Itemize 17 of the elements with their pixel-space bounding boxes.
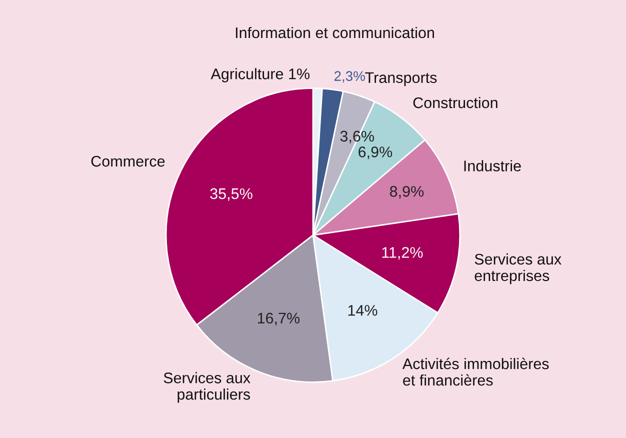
- slice-label: Services aux particuliers: [164, 372, 250, 403]
- slice-label: Commerce: [91, 156, 165, 167]
- data-label: 8,9%: [390, 186, 424, 199]
- slice-label: Industrie: [464, 160, 521, 172]
- data-label: 11,2%: [382, 247, 423, 260]
- slice-label: Activités immobilières et financières: [402, 358, 549, 386]
- slice-label: Agriculture 1%: [210, 68, 310, 82]
- slice-label: Information et communication: [236, 26, 434, 38]
- slice-label: Services aux entreprises: [474, 253, 562, 284]
- data-label: 35,5%: [210, 188, 252, 201]
- data-label: 3,6%: [340, 130, 374, 144]
- slice-label: Construction: [413, 96, 498, 108]
- data-label: 6,9%: [358, 146, 392, 160]
- data-label: 2,3%: [334, 71, 365, 83]
- data-label: 16,7%: [258, 312, 300, 326]
- slice-label: Transports: [365, 72, 437, 86]
- data-label: 14%: [348, 305, 378, 316]
